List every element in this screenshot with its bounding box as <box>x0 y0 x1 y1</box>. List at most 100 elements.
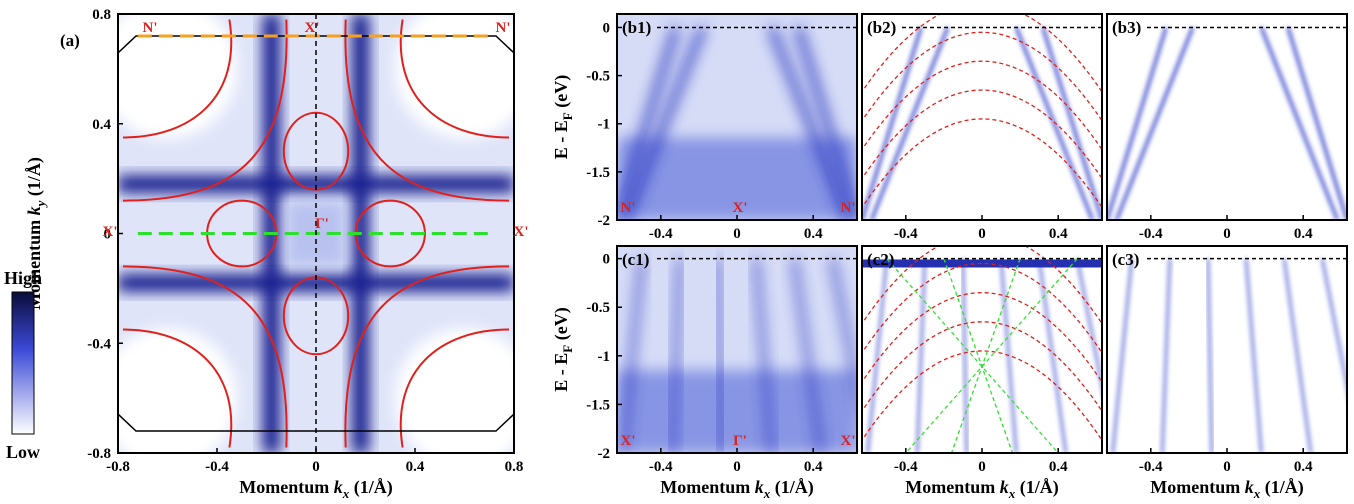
y-tick-label: -1.5 <box>586 397 610 413</box>
band <box>623 26 706 220</box>
label-part: F <box>560 345 575 353</box>
band <box>1076 258 1102 392</box>
point-label: X' <box>514 224 529 240</box>
label-part: (1/Å) <box>1260 477 1304 498</box>
plot-area <box>1107 246 1347 453</box>
band <box>1286 27 1347 220</box>
contour <box>399 19 510 139</box>
band <box>1160 258 1172 453</box>
point-label: X' <box>733 200 748 216</box>
contour <box>122 328 233 448</box>
y-axis-label: E - EF (eV) <box>551 75 575 159</box>
label-part: y <box>33 200 48 208</box>
contour <box>122 265 288 448</box>
band <box>617 26 680 220</box>
plot-area <box>862 246 1102 453</box>
band <box>866 258 889 453</box>
x-tick-label: 0.4 <box>406 459 425 475</box>
x-tick-label: -0.4 <box>205 459 229 475</box>
label-part: E - E <box>551 353 571 392</box>
model-band <box>862 14 1102 94</box>
band <box>1321 258 1347 392</box>
y-axis-label: E - EF (eV) <box>551 307 575 391</box>
x-tick-label: 0 <box>1223 226 1231 242</box>
y-tick-label: -1.5 <box>586 165 610 181</box>
y-tick-label: -0.4 <box>87 336 111 352</box>
x-tick-label: 0 <box>978 459 986 475</box>
point-label: N' <box>143 20 158 36</box>
background <box>862 246 1102 453</box>
bz-boundary <box>118 35 514 432</box>
x-tick-label: -0.4 <box>649 459 673 475</box>
model-band <box>862 31 1102 123</box>
y-tick-label: -0.8 <box>87 446 111 462</box>
label-part: x <box>1008 486 1016 501</box>
band <box>1115 26 1195 220</box>
y-axis-label: Momentum ky (1/Å) <box>24 157 48 310</box>
label-part: (eV) <box>551 75 572 112</box>
y-tick-label: 0 <box>104 227 112 243</box>
y-tick-label: -0.5 <box>586 300 610 316</box>
x-tick-label: 0 <box>978 226 986 242</box>
x-axis-label: Momentum kx (1/Å) <box>239 477 392 501</box>
label-part: (1/Å) <box>24 157 45 201</box>
band <box>915 258 927 453</box>
contour <box>344 265 510 448</box>
band <box>1037 258 1068 453</box>
band <box>829 258 857 401</box>
y-tick-label: 0.4 <box>92 117 111 133</box>
panel-label: (c2) <box>867 250 894 269</box>
point-label: Γ' <box>315 216 329 232</box>
plot-area <box>118 14 514 453</box>
model-band <box>950 258 1021 453</box>
x-tick-label: 0.4 <box>1294 226 1313 242</box>
x-axis-label: Momentum kx (1/Å) <box>660 477 813 501</box>
point-label: N' <box>496 20 511 36</box>
y-tick-label: -2 <box>598 446 611 462</box>
label-part: (eV) <box>551 307 572 344</box>
panel-label: (c1) <box>622 250 649 269</box>
model-band <box>862 321 1102 413</box>
x-tick-label: -0.4 <box>1139 226 1163 242</box>
label-part: x <box>763 486 771 501</box>
band <box>791 258 824 453</box>
band <box>961 258 969 453</box>
x-tick-label: 0 <box>312 459 320 475</box>
band <box>1282 258 1313 453</box>
background <box>862 14 1102 220</box>
band <box>714 258 725 453</box>
panel-label: (b1) <box>622 18 651 37</box>
x-tick-label: -0.4 <box>894 226 918 242</box>
plot-area <box>1107 14 1347 220</box>
panel-label: (b2) <box>867 18 896 37</box>
band <box>118 175 514 194</box>
label-part: (1/Å) <box>770 477 814 498</box>
point-label: X' <box>103 224 118 240</box>
y-tick-label: 0 <box>603 20 611 36</box>
flat-band <box>862 259 1102 268</box>
colorbar <box>11 291 35 435</box>
band <box>1014 26 1094 220</box>
x-axis-label: Momentum kx (1/Å) <box>1150 477 1303 501</box>
label-part: k <box>24 206 44 215</box>
y-tick-label: 0.8 <box>92 7 111 23</box>
x-tick-label: -0.4 <box>894 459 918 475</box>
label-part: k <box>334 477 343 497</box>
x-tick-label: 0.4 <box>804 226 823 242</box>
y-tick-label: -1 <box>598 349 611 365</box>
plot-area <box>617 246 857 453</box>
point-label: X' <box>305 20 320 36</box>
y-tick-label: -2 <box>598 213 611 229</box>
x-tick-label: 0.4 <box>1294 459 1313 475</box>
band <box>619 258 645 453</box>
x-tick-label: 0.4 <box>1049 226 1068 242</box>
model-band <box>862 89 1102 180</box>
background <box>1107 14 1347 220</box>
x-tick-label: 0.4 <box>1049 459 1068 475</box>
label-part: Momentum <box>239 477 333 497</box>
x-axis-label: Momentum kx (1/Å) <box>905 477 1058 501</box>
model-band <box>905 258 1078 453</box>
x-tick-label: 0 <box>1223 459 1231 475</box>
contour <box>122 19 288 202</box>
